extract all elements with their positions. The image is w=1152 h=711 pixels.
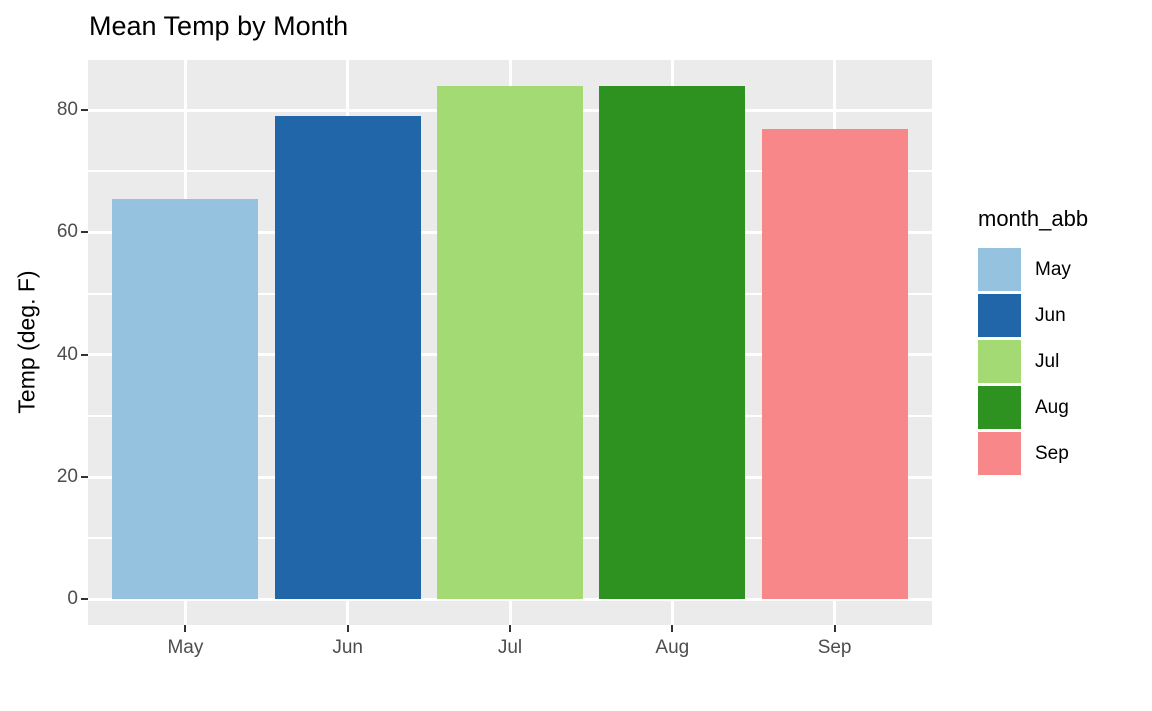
legend-title: month_abb [978, 206, 1089, 231]
bar [761, 128, 908, 600]
x-tick-label: Jul [497, 637, 523, 658]
y-tick-label: 20 [56, 466, 78, 487]
bar [437, 85, 584, 600]
legend-swatch [978, 248, 1021, 291]
y-tick-mark [81, 231, 88, 234]
legend-label: Aug [1035, 396, 1069, 418]
y-tick-label: 60 [56, 221, 78, 243]
x-tick-label: Jun [332, 637, 363, 658]
y-tick-mark [81, 353, 88, 356]
x-tick-mark [671, 625, 674, 632]
legend-keys: May Jun Jul Aug Sep [978, 248, 1088, 475]
legend-key: Sep [978, 432, 1088, 475]
x-tick-mark [346, 625, 349, 632]
x-tick-mark [184, 625, 187, 632]
y-tick-label: 0 [67, 588, 78, 610]
legend-key: Aug [978, 386, 1088, 429]
legend-key: Jun [978, 294, 1088, 337]
legend-key: May [978, 248, 1088, 291]
legend: month_abb May Jun Jul Aug Sep [978, 206, 1088, 478]
legend-swatch [978, 340, 1021, 383]
plot-panel [88, 60, 932, 625]
bar [274, 116, 421, 600]
x-tick-label: Sep [817, 637, 852, 658]
legend-label: May [1035, 258, 1071, 280]
y-tick-label: 80 [56, 99, 78, 121]
bar [112, 198, 259, 600]
y-axis-title: Temp (deg. F) [13, 270, 40, 414]
legend-swatch [978, 432, 1021, 475]
bar [599, 85, 746, 600]
y-tick-mark [81, 598, 88, 601]
legend-label: Sep [1035, 442, 1069, 464]
chart-title: Mean Temp by Month [89, 11, 349, 41]
x-tick-mark [833, 625, 836, 632]
x-tick-mark [509, 625, 511, 632]
legend-label: Jun [1035, 304, 1066, 326]
legend-label: Jul [1035, 350, 1060, 372]
x-tick-label: Aug [655, 637, 690, 658]
y-tick-mark [81, 476, 88, 478]
legend-swatch [978, 294, 1021, 337]
legend-key: Jul [978, 340, 1088, 383]
x-tick-label: May [167, 637, 204, 658]
legend-swatch [978, 386, 1021, 429]
y-tick-label: 40 [56, 343, 78, 365]
y-tick-mark [81, 109, 88, 112]
